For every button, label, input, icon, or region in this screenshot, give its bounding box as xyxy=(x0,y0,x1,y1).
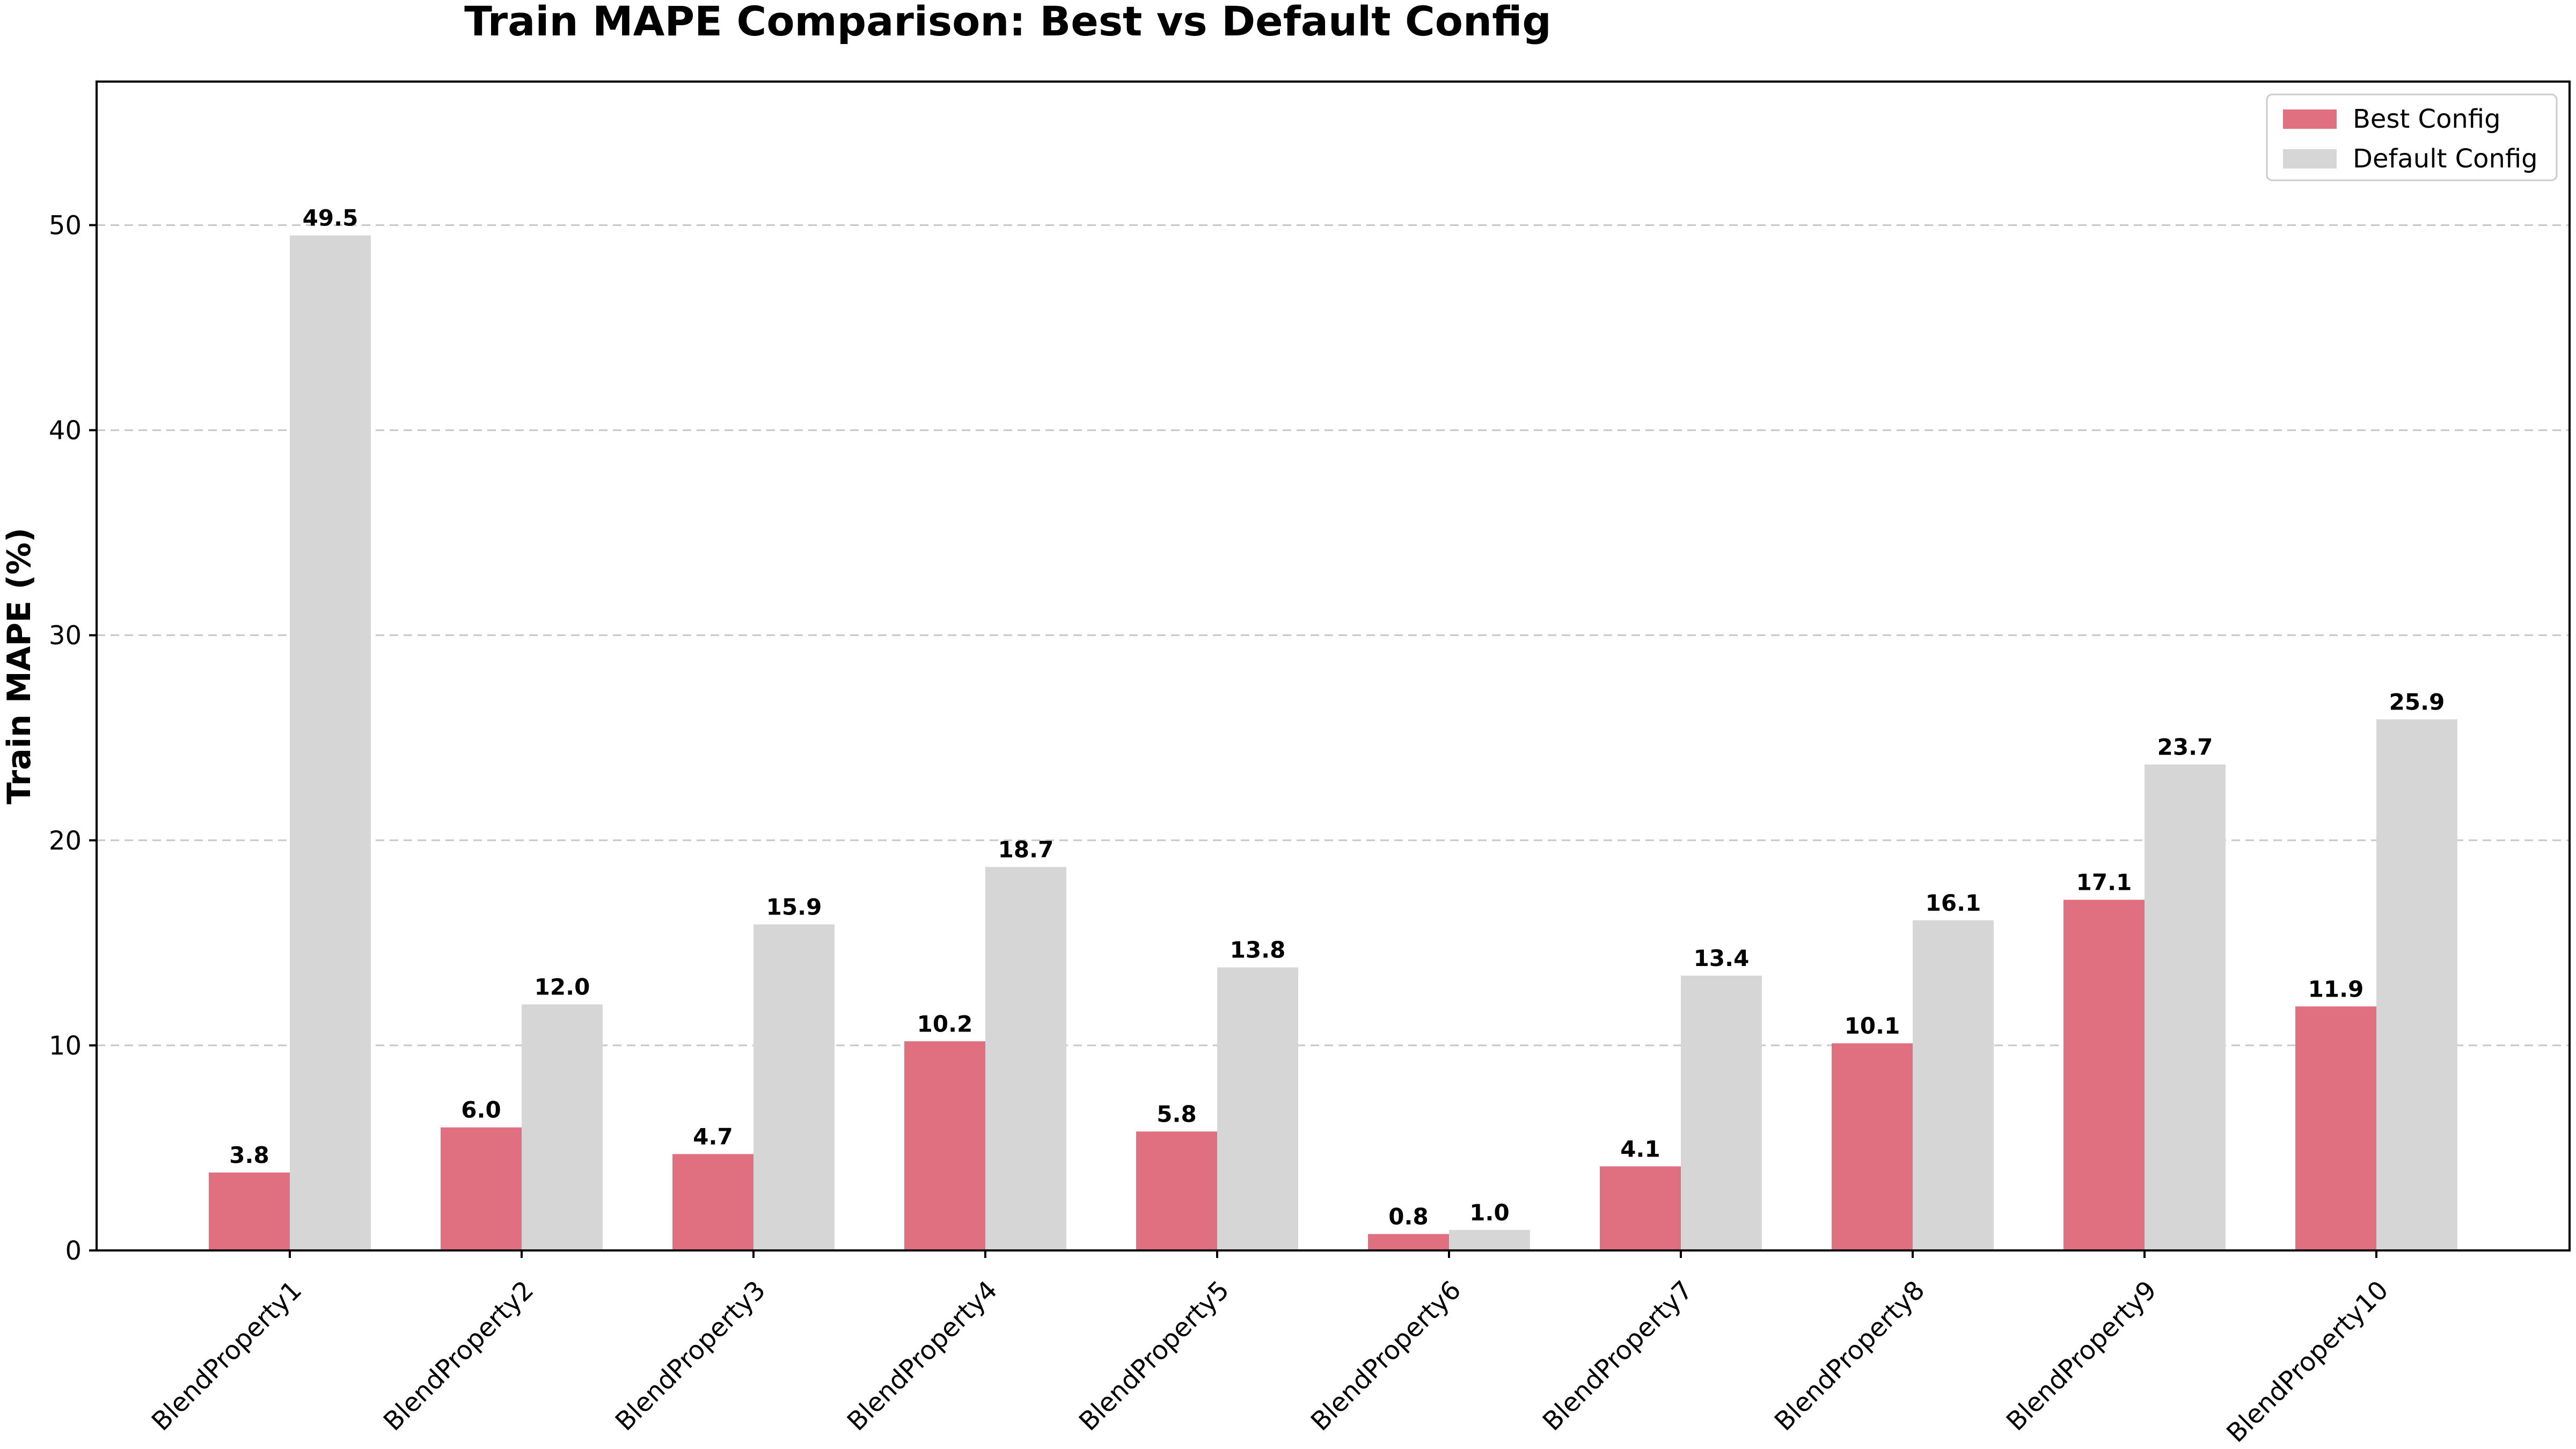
x-tick-label: BlendProperty1 xyxy=(146,1275,308,1437)
data-label-default-5: 13.8 xyxy=(1230,937,1286,963)
bar-best-5 xyxy=(1136,1131,1217,1250)
data-label-default-10: 25.9 xyxy=(2389,689,2445,715)
bar-best-10 xyxy=(2295,1006,2376,1250)
y-axis-label: Train MAPE (%) xyxy=(1,528,38,804)
data-label-best-9: 17.1 xyxy=(2076,869,2132,896)
data-label-best-10: 11.9 xyxy=(2308,976,2364,1002)
bar-best-8 xyxy=(1832,1043,1913,1250)
x-tick-label: BlendProperty4 xyxy=(841,1275,1003,1437)
data-label-default-6: 1.0 xyxy=(1469,1199,1509,1226)
y-axis: 0 10 20 30 40 50 xyxy=(49,210,97,1266)
y-tick-label: 10 xyxy=(49,1031,82,1061)
y-tick-label: 20 xyxy=(49,826,82,856)
legend-swatch-default xyxy=(2283,149,2337,169)
bar-default-9 xyxy=(2145,764,2226,1250)
bar-best-7 xyxy=(1600,1166,1681,1250)
bar-default-7 xyxy=(1681,975,1762,1250)
legend-swatch-best xyxy=(2283,109,2337,129)
bar-best-2 xyxy=(441,1127,522,1250)
x-tick-label: BlendProperty7 xyxy=(1537,1275,1699,1437)
x-tick-label: BlendProperty6 xyxy=(1305,1275,1467,1437)
data-label-default-7: 13.4 xyxy=(1694,945,1750,971)
data-label-best-2: 6.0 xyxy=(461,1097,501,1123)
data-label-default-4: 18.7 xyxy=(998,836,1054,862)
x-tick-label: BlendProperty8 xyxy=(1769,1275,1930,1437)
bar-default-1 xyxy=(290,235,371,1250)
data-label-best-8: 10.1 xyxy=(1845,1013,1900,1039)
chart-title: Train MAPE Comparison: Best vs Default C… xyxy=(464,0,1552,45)
bar-default-10 xyxy=(2376,719,2457,1250)
bar-best-1 xyxy=(209,1172,290,1250)
bar-default-5 xyxy=(1217,967,1298,1250)
data-label-default-9: 23.7 xyxy=(2157,734,2213,760)
data-label-best-7: 4.1 xyxy=(1620,1136,1660,1162)
bar-best-6 xyxy=(1368,1234,1449,1250)
y-tick-label: 50 xyxy=(49,210,82,240)
y-tick-label: 0 xyxy=(65,1236,82,1266)
x-tick-label: BlendProperty9 xyxy=(2001,1275,2162,1437)
y-tick-label: 40 xyxy=(49,416,82,446)
legend-box xyxy=(2266,93,2558,181)
data-label-best-3: 4.7 xyxy=(693,1123,733,1150)
data-label-best-5: 5.8 xyxy=(1157,1101,1196,1127)
legend-label-default: Default Config xyxy=(2353,144,2538,174)
y-tick-label: 30 xyxy=(49,621,82,651)
x-tick-label: BlendProperty10 xyxy=(2221,1275,2394,1448)
bar-best-3 xyxy=(672,1154,753,1250)
bars xyxy=(209,235,2457,1250)
data-label-best-4: 10.2 xyxy=(917,1011,973,1037)
bar-default-6 xyxy=(1449,1230,1530,1250)
x-tick-label: BlendProperty5 xyxy=(1073,1275,1235,1437)
bar-default-3 xyxy=(753,924,835,1250)
x-tick-label: BlendProperty2 xyxy=(378,1275,539,1437)
data-label-best-1: 3.8 xyxy=(229,1142,269,1168)
bar-best-9 xyxy=(2063,899,2145,1250)
bar-default-4 xyxy=(985,867,1066,1250)
legend-label-best: Best Config xyxy=(2353,104,2501,134)
plot-frame xyxy=(96,80,2571,1252)
bar-default-2 xyxy=(522,1004,603,1250)
data-label-default-3: 15.9 xyxy=(766,894,822,920)
x-tick-label: BlendProperty3 xyxy=(610,1275,771,1437)
data-label-best-6: 0.8 xyxy=(1388,1203,1428,1230)
bar-default-8 xyxy=(1913,920,1994,1250)
data-label-default-2: 12.0 xyxy=(535,974,590,1000)
bar-best-4 xyxy=(904,1041,985,1250)
data-labels: 3.8 49.5 6.0 12.0 4.7 15.9 10.2 18.7 5.8 13.8 0.8 1… xyxy=(229,205,2445,1230)
data-label-default-8: 16.1 xyxy=(1926,890,1981,916)
data-label-default-1: 49.5 xyxy=(303,205,358,231)
x-axis: BlendProperty1 BlendProperty2 BlendPropert… xyxy=(146,1250,2394,1448)
legend: Best Config Default Config xyxy=(2266,93,2558,181)
grid-lines xyxy=(97,224,2570,1046)
